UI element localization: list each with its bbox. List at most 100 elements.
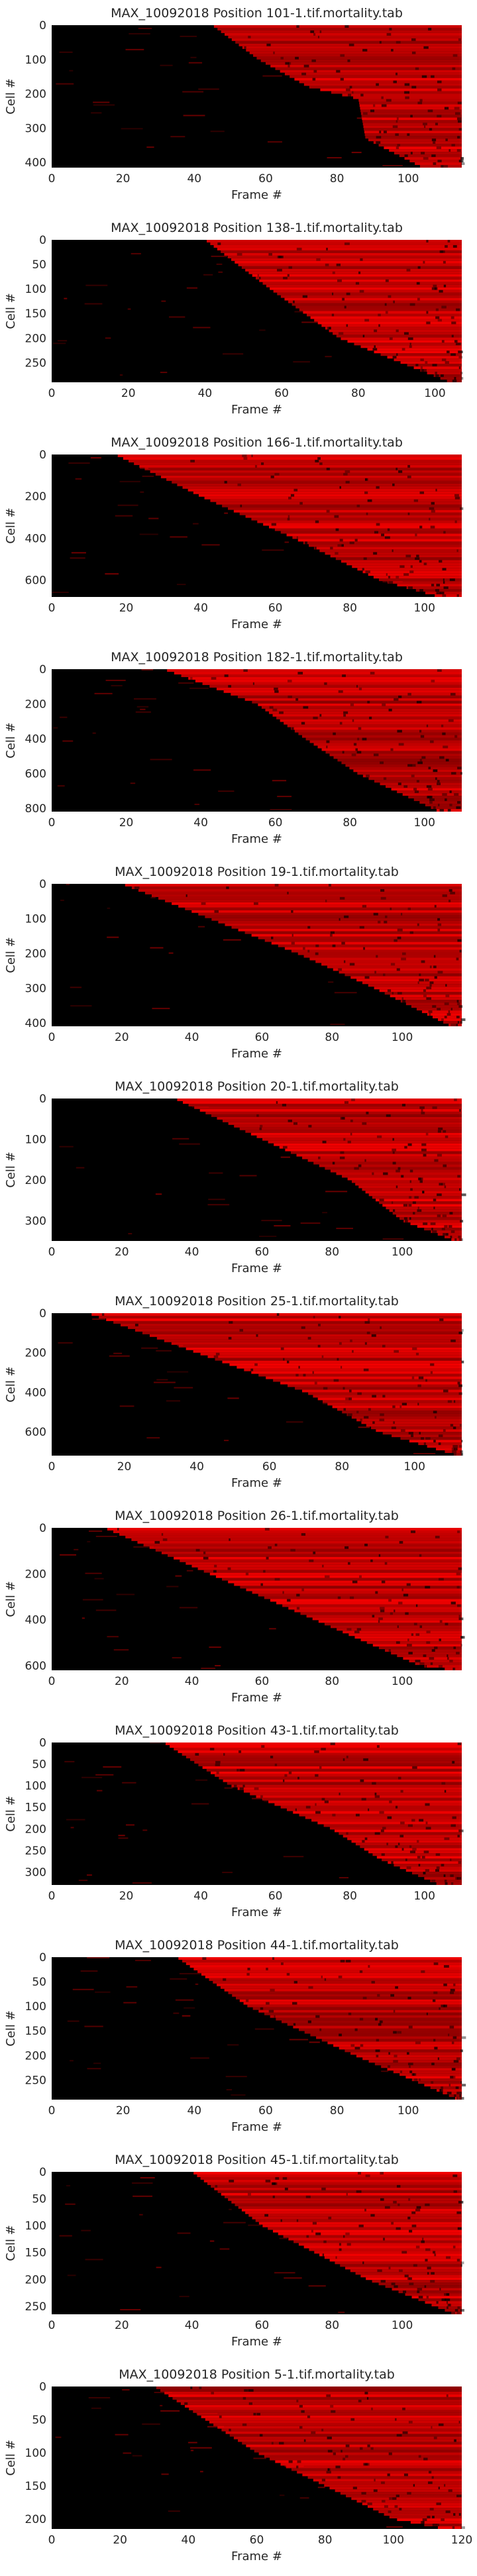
heatmap-gap (314, 547, 317, 550)
heatmap-gap (362, 568, 364, 571)
heatmap-gap (429, 1013, 431, 1016)
y-tick-label: 600 (25, 1426, 46, 1439)
heatmap-gap (305, 1805, 311, 1809)
heatmap-gap (382, 1827, 386, 1830)
heatmap-gap (458, 350, 463, 354)
heatmap-band (209, 1572, 462, 1576)
heatmap-gap (437, 971, 443, 974)
heatmap-streak (95, 1991, 111, 1993)
x-axis-label: Frame # (231, 1261, 282, 1275)
heatmap-band (229, 2434, 462, 2437)
heatmap-band (164, 1339, 462, 1342)
heatmap-gap (385, 279, 389, 282)
heatmap-band (385, 2285, 462, 2288)
heatmap-gap (269, 706, 274, 709)
heatmap-gap (376, 136, 382, 139)
heatmap-gap (409, 1180, 411, 1183)
heatmap-band (224, 252, 462, 256)
heatmap-gap (403, 1204, 408, 1207)
heatmap-gap (381, 1853, 385, 1856)
heatmap-band (424, 1877, 462, 1880)
heatmap-gap (186, 894, 187, 897)
heatmap-band (327, 965, 462, 969)
heatmap-streak (168, 2510, 180, 2512)
heatmap-band (245, 2211, 462, 2214)
heatmap-gap (460, 1450, 463, 1454)
heatmap-band (241, 2208, 462, 2212)
heatmap-gap (330, 547, 333, 550)
heatmap-band (372, 1853, 462, 1856)
heatmap-band (207, 240, 462, 242)
heatmap-streak (91, 2407, 101, 2409)
heatmap-gap (407, 475, 411, 478)
heatmap-gap (438, 2487, 440, 2490)
heatmap-gap (459, 949, 462, 953)
heatmap-gap (426, 987, 428, 990)
heatmap-gap (342, 297, 345, 301)
heatmap-streak (153, 1381, 176, 1383)
y-tick-label: 200 (25, 2273, 46, 2286)
heatmap-gap (405, 2275, 409, 2278)
heatmap-gap (450, 353, 456, 356)
heatmap-band (392, 2288, 462, 2291)
heatmap-gap (396, 1169, 400, 1173)
heatmap-streak (166, 1400, 181, 1402)
heatmap-band (321, 2039, 462, 2042)
heatmap-band (168, 2394, 462, 2397)
heatmap-band (305, 737, 462, 741)
heatmap-streak (225, 2076, 247, 2078)
heatmap-gap (339, 896, 345, 900)
heatmap-gap (439, 560, 443, 563)
heatmap-band (355, 1843, 462, 1846)
heatmap-gap (359, 1970, 363, 1973)
heatmap-band (252, 2216, 462, 2220)
heatmap-gap (381, 96, 384, 99)
heatmap-gap (376, 486, 380, 489)
x-tick-label: 40 (185, 1675, 199, 1688)
heatmap-gap (367, 2502, 372, 2506)
heatmap-band (191, 910, 462, 913)
heatmap-band (302, 2473, 462, 2477)
heatmap-gap (257, 274, 259, 277)
heatmap-band (321, 324, 462, 327)
heatmap-gap (404, 91, 410, 94)
heatmap-gap (419, 560, 422, 563)
heatmap-band (389, 149, 462, 152)
heatmap-gap (450, 1008, 452, 1011)
heatmap-gap (415, 1633, 420, 1637)
heatmap-streak (86, 1874, 92, 1876)
heatmap-gap (415, 2245, 420, 2249)
heatmap-gap (324, 682, 327, 685)
heatmap-gap (384, 2206, 390, 2209)
heatmap-gap (396, 1185, 398, 1189)
heatmap-gap (411, 85, 417, 89)
heatmap-band (433, 374, 462, 378)
heatmap-gap (326, 2471, 331, 2474)
heatmap-band (290, 75, 462, 78)
heatmap-band (350, 976, 462, 979)
heatmap-band (205, 1111, 462, 1114)
heatmap-gap (429, 2471, 432, 2474)
heatmap-streak (382, 1238, 404, 1240)
heatmap-gap (442, 1214, 447, 1218)
heatmap-band (128, 1326, 462, 1329)
heatmap-streak (160, 2404, 163, 2406)
heatmap-band (297, 952, 462, 955)
heatmap-gap (460, 1018, 466, 1022)
heatmap-band (231, 1784, 462, 1788)
heatmap-band (433, 1016, 462, 1019)
heatmap-streak (154, 2391, 172, 2393)
heatmap-gap (392, 549, 394, 553)
heatmap-band (324, 2484, 462, 2487)
chart-panel: MAX_10092018 Position 166-1.tif.mortalit… (4, 435, 464, 631)
heatmap-gap (403, 2473, 408, 2477)
heatmap-gap (374, 345, 376, 349)
chart-panel: MAX_10092018 Position 25-1.tif.mortality… (4, 1294, 464, 1490)
heatmap-gap (296, 2399, 299, 2402)
heatmap-gap (348, 43, 354, 46)
heatmap-band (205, 2418, 462, 2421)
heatmap-gap (443, 2004, 447, 2008)
heatmap-gap (117, 1528, 119, 1530)
heatmap-band (286, 1808, 462, 1811)
y-axis-label: Cell # (4, 1152, 18, 1187)
